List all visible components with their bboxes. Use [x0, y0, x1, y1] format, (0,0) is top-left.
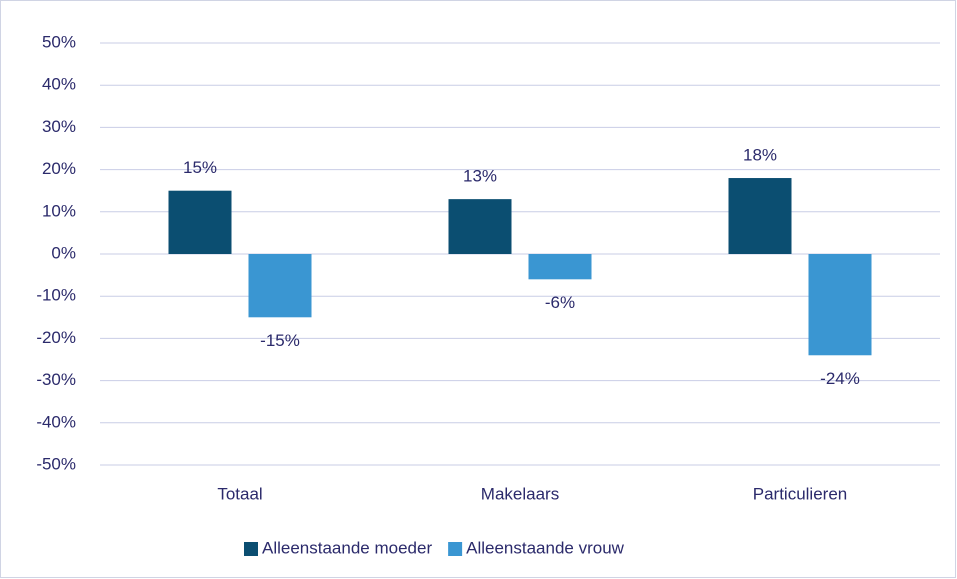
y-tick-label: -20%	[36, 328, 76, 347]
bar	[528, 254, 592, 280]
data-label: 15%	[183, 158, 217, 177]
y-tick-label: 30%	[42, 117, 76, 136]
bar	[728, 178, 792, 254]
y-tick-label: 20%	[42, 159, 76, 178]
y-tick-label: 0%	[51, 243, 76, 262]
y-tick-label: -50%	[36, 454, 76, 473]
y-tick-label: -40%	[36, 412, 76, 431]
data-label: 13%	[463, 167, 497, 186]
bar	[168, 190, 232, 254]
data-label: -6%	[545, 293, 575, 312]
legend-label: Alleenstaande vrouw	[466, 538, 625, 557]
x-tick-label: Makelaars	[481, 484, 559, 503]
y-tick-label: -10%	[36, 286, 76, 305]
legend-swatch	[244, 542, 258, 556]
bar	[248, 254, 312, 318]
x-tick-label: Totaal	[217, 484, 262, 503]
data-label: -24%	[820, 369, 860, 388]
x-tick-label: Particulieren	[753, 484, 848, 503]
data-label: 18%	[743, 146, 777, 165]
legend-label: Alleenstaande moeder	[262, 538, 432, 557]
y-tick-label: 50%	[42, 32, 76, 51]
bar	[808, 254, 872, 356]
bar	[448, 199, 512, 254]
y-tick-label: 10%	[42, 201, 76, 220]
data-label: -15%	[260, 331, 300, 350]
legend-swatch	[448, 542, 463, 556]
y-tick-label: 40%	[42, 75, 76, 94]
y-tick-label: -30%	[36, 370, 76, 389]
